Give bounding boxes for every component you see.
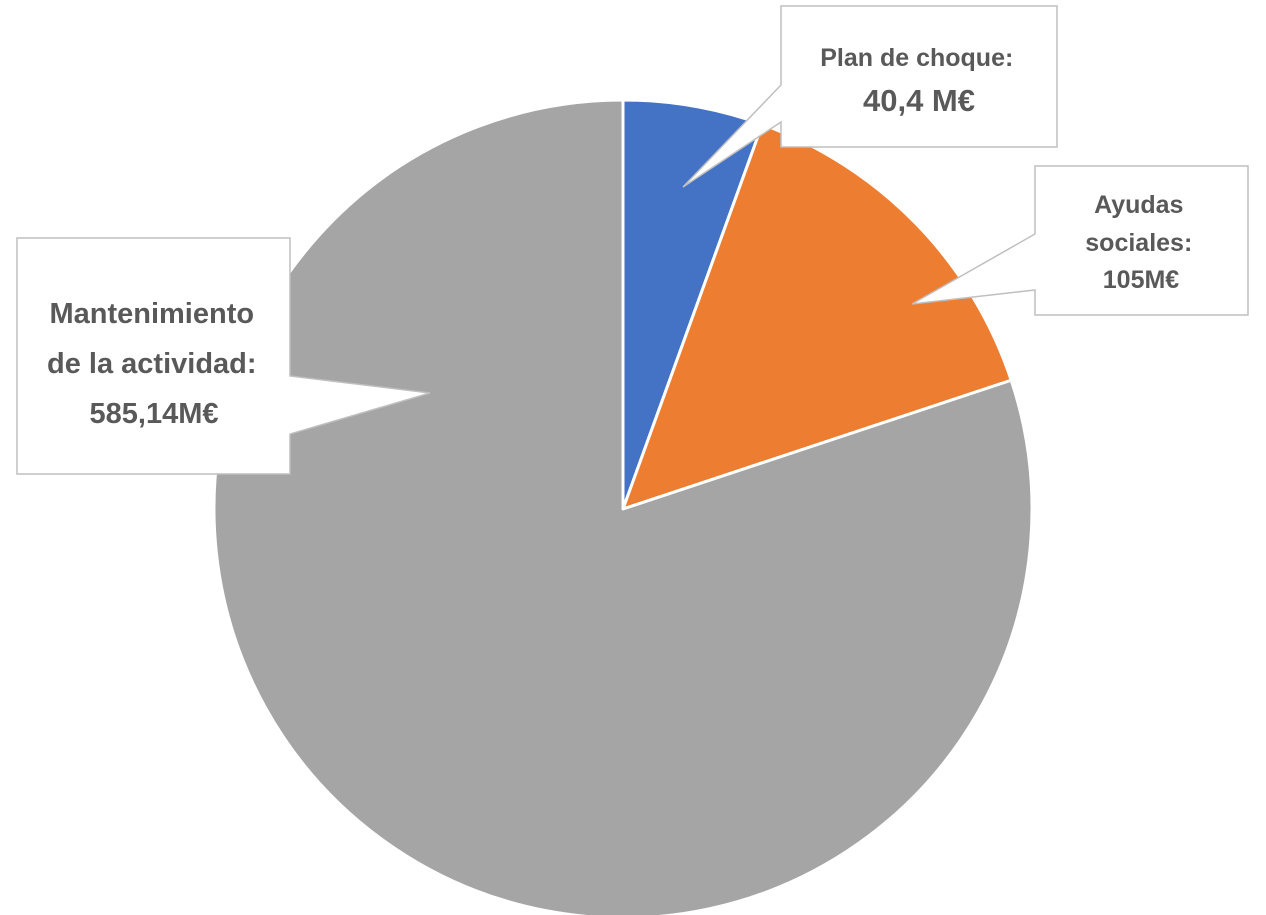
callout-plan-de-choque-line-2: 40,4 M€: [863, 83, 975, 118]
svg-text:Ayudas sociales: 1: Ayudas sociales: 105M€: [1085, 191, 1196, 294]
callout-plan-de-choque-line-1: Plan de choque:: [820, 44, 1013, 72]
pie-slice-mantenimiento-de-la-actividad: [212, 98, 1034, 915]
svg-text:Mantenimiento de la acti: Mantenimiento de la actividad: 585,14M€: [47, 298, 261, 430]
callout-ayudas-sociales-line-3: 105M€: [1103, 266, 1180, 294]
callout-ayudas-sociales: Ayudas sociales: 105M€: [911, 165, 1249, 316]
callout-plan-de-choque: Plan de choque: 40,4 M€: [682, 5, 1058, 188]
callout-mantenimiento-line-1: Mantenimiento: [49, 298, 254, 330]
pie-slices: [212, 98, 1034, 915]
callout-box-plan-de-choque: [682, 5, 1058, 188]
callout-mantenimiento: Mantenimiento de la actividad: 585,14M€: [16, 237, 431, 475]
callout-box-mantenimiento: [16, 237, 431, 475]
callout-mantenimiento-line-2: de la actividad:: [47, 348, 257, 380]
callout-ayudas-sociales-line-1: Ayudas: [1094, 191, 1183, 219]
callout-box-ayudas-sociales: [911, 165, 1249, 316]
svg-text:Plan de choque: 40,4 M€: Plan de choque: 40,4 M€: [820, 44, 1018, 118]
callout-ayudas-sociales-line-2: sociales:: [1085, 229, 1192, 257]
callout-mantenimiento-line-3: 585,14M€: [90, 398, 219, 430]
